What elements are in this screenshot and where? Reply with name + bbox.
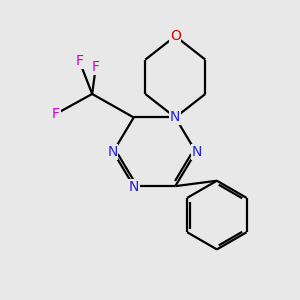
Text: N: N <box>107 145 118 159</box>
Text: N: N <box>191 145 202 159</box>
Text: N: N <box>170 110 181 124</box>
Text: F: F <box>92 60 100 74</box>
Text: O: O <box>170 29 181 43</box>
Text: F: F <box>76 54 83 68</box>
Text: F: F <box>52 107 60 121</box>
Text: N: N <box>128 180 139 194</box>
